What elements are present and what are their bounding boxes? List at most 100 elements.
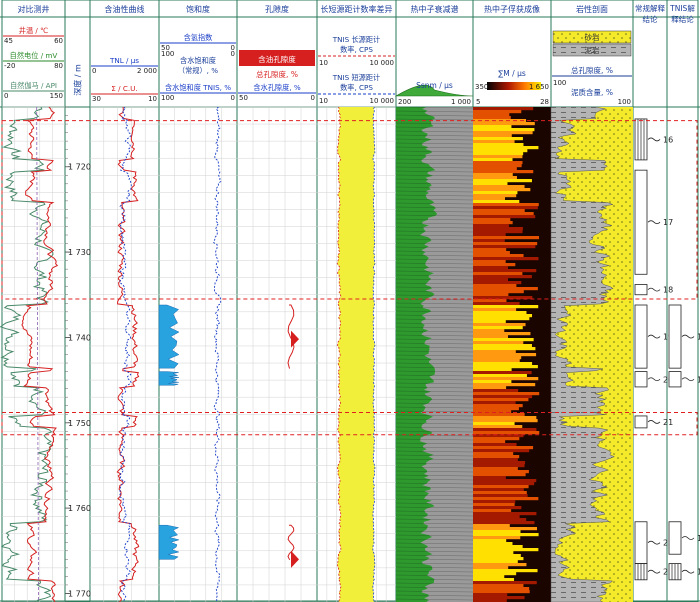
capture-image-band [473,374,527,378]
decay-spectrum-wiggle [395,322,474,325]
decay-spectrum-wiggle [395,494,474,497]
hdr-sigma-scale-max: 28 [540,98,549,106]
decay-spectrum-wiggle [395,274,474,277]
decay-spectrum-wiggle [395,506,474,509]
interp-wave-icon [647,220,661,225]
decay-spectrum-wiggle [395,586,474,589]
interp-layer-box [668,304,682,369]
decay-spectrum-wiggle [395,226,474,229]
decay-spectrum-wiggle [395,186,474,189]
decay-spectrum-wiggle [395,550,474,553]
decay-spectrum-wiggle [395,166,474,169]
decay-spectrum-wiggle [395,574,474,577]
decay-spectrum-wiggle [395,510,474,513]
hdr-total-porosity: 总孔隙度, % [256,69,298,79]
decay-spectrum-wiggle [395,542,474,545]
interp-layer-number: 16 [697,333,700,342]
capture-image-band [473,287,538,291]
decay-spectrum-wiggle [395,598,474,601]
hdr-sigma-m: ∑M / μs [498,69,526,78]
decay-spectrum-wiggle [395,198,474,201]
capture-image-band [473,203,539,207]
capture-image-band [473,143,524,147]
capture-image-band [473,434,524,438]
interp-layer-box [634,304,648,369]
track-title: 饱和度 [186,4,210,14]
capture-image-band [473,452,514,456]
decay-spectrum-wiggle [395,454,474,457]
capture-image-band [473,368,512,372]
decay-spectrum-wiggle [395,514,474,517]
decay-spectrum-wiggle [395,170,474,173]
capture-image-band [473,407,519,411]
capture-image-band [473,425,523,429]
hdr-long-min: 10 [319,59,328,67]
hdr-sw-conventional: 含水饱和度 [180,56,216,65]
hdr-tnl-min: 0 [92,67,96,75]
capture-image-band [473,236,540,240]
hdr-shale-min: 100 [553,79,566,87]
capture-image-band [473,161,523,165]
capture-image-band [473,554,521,558]
hdr-temperature-min: 45 [4,37,13,45]
capture-image-band [473,596,525,600]
capture-image-band [473,158,513,162]
capture-image-band [473,548,539,552]
track-title: 孔隙度 [265,4,289,14]
long-count-curve [336,107,342,602]
depth-tick-label: 1 740 [68,333,91,342]
track-frame [666,0,699,602]
capture-image-band [473,470,529,474]
capture-image-band [473,365,538,369]
decay-spectrum-wiggle [395,394,474,397]
hdr-total-porosity-litho: 总孔隙度, % [571,65,613,75]
decay-spectrum-wiggle [395,266,474,269]
decay-spectrum-icon [394,84,474,97]
decay-spectrum-wiggle [395,282,474,285]
capture-image-band [473,542,513,546]
capture-image-band [473,563,527,567]
decay-spectrum-wiggle [395,202,474,205]
capture-image-band [473,461,526,465]
decay-spectrum-wiggle [395,566,474,569]
capture-image-band [473,476,506,480]
decay-spectrum-wiggle [395,466,474,469]
decay-spectrum-wiggle [395,470,474,473]
capture-image-band [473,458,518,462]
interp-wave-icon [647,287,661,292]
lithology-mud [550,107,615,602]
capture-image-band [473,206,538,210]
capture-image-band [473,281,522,285]
decay-spectrum-wiggle [395,546,474,549]
hdr-long-count-2: 数率, CPS [340,45,373,54]
hdr-sigma-min: 30 [92,95,101,103]
decay-spectrum-wiggle [395,530,474,533]
decay-spectrum-wiggle [395,138,474,141]
decay-spectrum-wiggle [395,318,474,321]
capture-image-band [473,107,534,111]
capture-image-band [473,503,515,507]
hdr-oil-porosity: 含油孔隙度 [258,54,296,64]
capture-image-band [473,494,528,498]
capture-image-band [473,317,530,321]
decay-spectrum-wiggle [395,294,474,297]
decay-spectrum-wiggle [395,462,474,465]
short-count-curve [372,107,376,602]
hdr-water-porosity: 含水孔隙度, % [253,83,301,92]
capture-image-band [473,335,509,339]
decay-spectrum-fill [396,107,438,602]
decay-spectrum-wiggle [395,222,474,225]
capture-image-band [473,242,538,246]
capture-image-band [473,266,509,270]
capture-image-band [473,134,512,138]
sp-curve [21,107,59,602]
decay-spectrum-wiggle [395,314,474,317]
interp-layer-number: 18 [697,534,700,543]
decay-spectrum-wiggle [395,107,474,109]
decay-spectrum-wiggle [395,130,474,133]
total-porosity-curve [287,304,295,369]
hdr-sp-max: 80 [54,62,63,70]
capture-image-band [473,392,540,396]
depth-axis-label: 深度 / m [73,64,83,96]
